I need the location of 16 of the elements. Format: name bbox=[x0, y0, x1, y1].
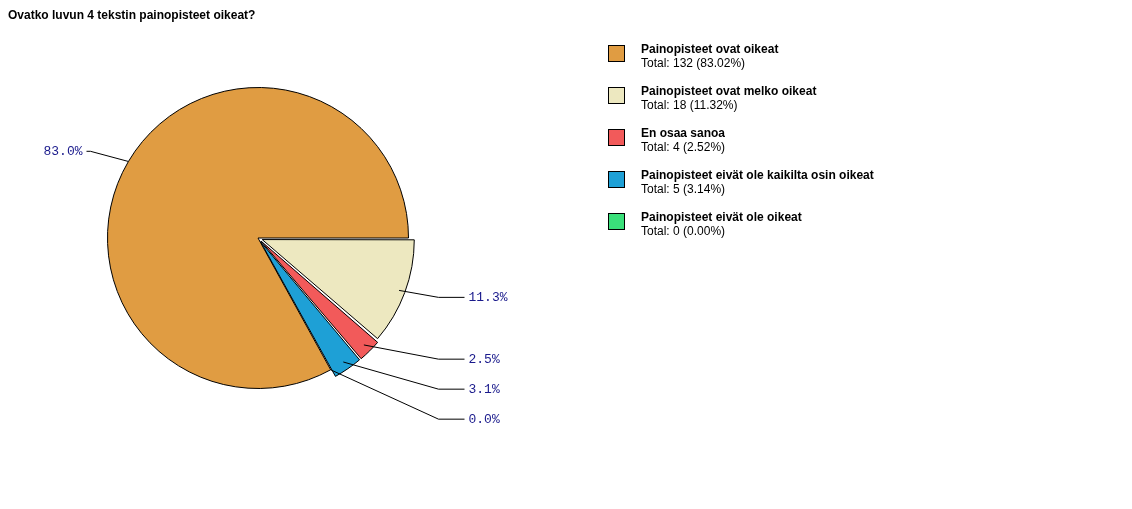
data-label: 2.5% bbox=[468, 351, 500, 367]
text: Total: 0 (0.00%) bbox=[641, 224, 727, 238]
legend-label: En osaa sanoa bbox=[641, 126, 726, 140]
data-label: 83.0% bbox=[43, 143, 83, 159]
chart-title: Ovatko luvun 4 tekstin painopisteet oikeat? bbox=[8, 8, 256, 22]
legend-label: Painopisteet eivät ole oikeat bbox=[641, 210, 802, 224]
text: Total: 4 (2.52%) bbox=[641, 140, 726, 154]
text: Total: 5 (3.14%) bbox=[641, 182, 727, 196]
text: 0.0% bbox=[468, 411, 500, 427]
text: Total: 132 (83.02%) bbox=[641, 56, 747, 70]
legend-label: Painopisteet ovat oikeat bbox=[641, 42, 779, 56]
data-label: 3.1% bbox=[468, 381, 500, 397]
legend-label: Painopisteet eivät ole kaikilta osin oikeat bbox=[641, 168, 874, 182]
text: Total: 18 (11.32%) bbox=[641, 98, 739, 112]
legend-label: Painopisteet ovat melko oikeat bbox=[641, 84, 817, 98]
data-label: 11.3% bbox=[468, 289, 508, 305]
